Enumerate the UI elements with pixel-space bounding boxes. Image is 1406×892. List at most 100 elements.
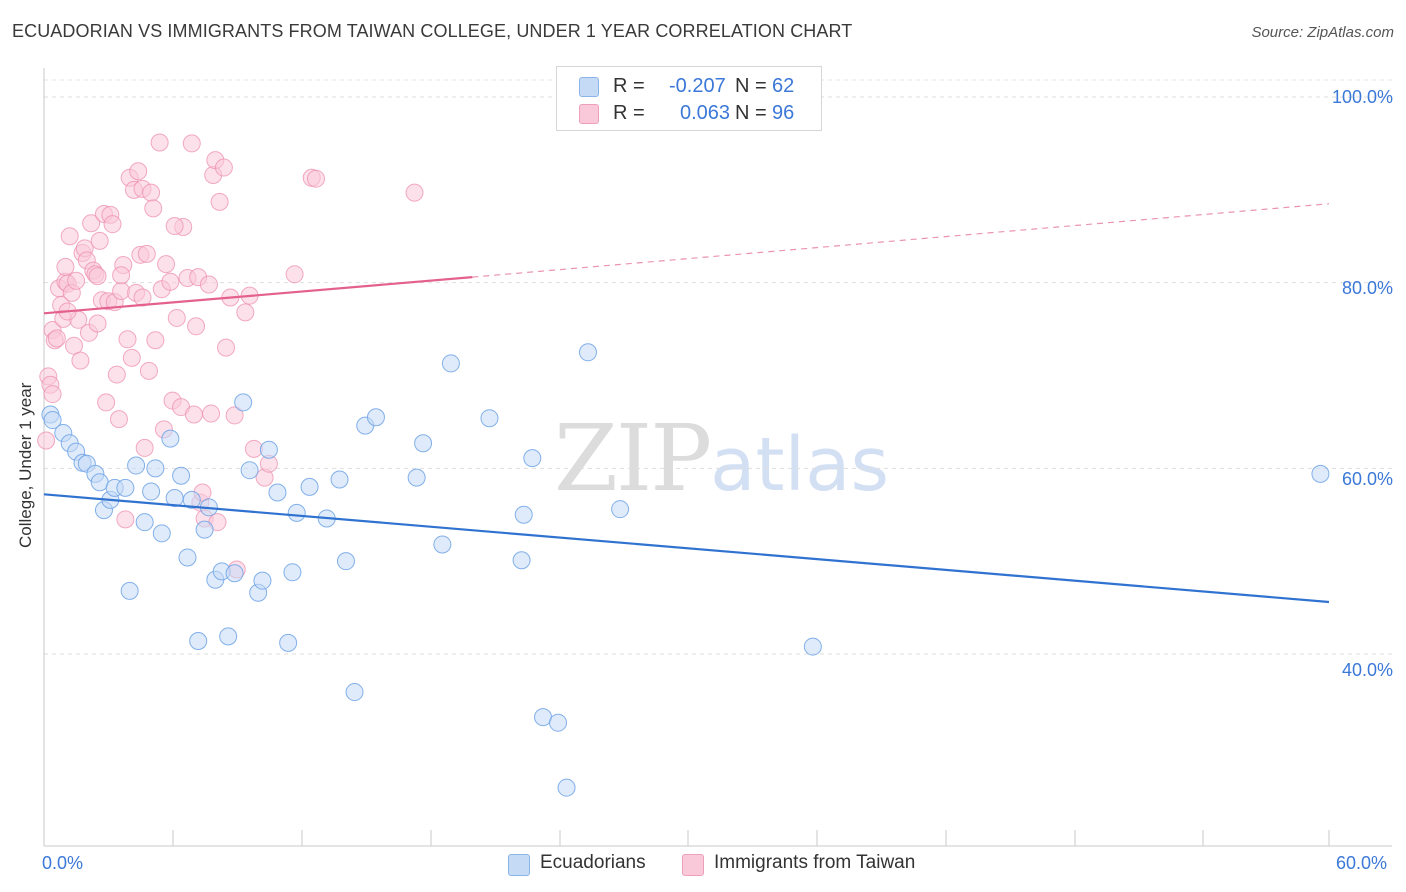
ecuadorian-point	[178, 548, 197, 567]
ecuadorian-point	[287, 503, 306, 522]
taiwan-point	[103, 215, 122, 234]
taiwan-point	[184, 405, 203, 424]
ecuadorian-point	[534, 708, 553, 727]
ecuadorian-point	[240, 461, 259, 480]
taiwan-point	[107, 365, 126, 384]
y-tick-label: 100.0%	[1331, 87, 1393, 107]
legend-n-value: 96	[772, 102, 795, 124]
legend-r-label: R =	[613, 102, 645, 124]
taiwan-point	[157, 255, 176, 274]
ecuadorian-point	[127, 456, 146, 475]
taiwan-point	[67, 271, 86, 290]
ecuadorian-point	[441, 354, 460, 373]
taiwan-point	[139, 361, 158, 380]
taiwan-point	[199, 275, 218, 294]
taiwan-point	[202, 404, 221, 423]
taiwan-point	[142, 183, 161, 202]
ecuadorian-point	[366, 408, 385, 427]
ecuadorian-point	[1311, 464, 1330, 483]
taiwan-point	[90, 231, 109, 250]
ecuadorians-trend-line	[43, 493, 1330, 604]
legend-r-value: -0.207	[669, 75, 726, 97]
bottom-legend-label: Immigrants from Taiwan	[714, 852, 916, 873]
taiwan-point	[225, 406, 244, 425]
taiwan-point	[182, 134, 201, 153]
taiwan-point	[82, 214, 101, 233]
y-tick-label: 80.0%	[1341, 278, 1393, 298]
taiwan-point	[112, 282, 131, 301]
ecuadorian-point	[90, 473, 109, 492]
ecuadorian-point	[557, 778, 576, 797]
legend-swatch-blue	[579, 77, 599, 97]
ecuadorian-point	[259, 440, 278, 459]
taiwan-point	[64, 336, 83, 355]
taiwan-point	[88, 314, 107, 333]
ecuadorian-point	[300, 477, 319, 496]
taiwan-point	[71, 351, 90, 370]
legend-n-value: 62	[772, 75, 795, 97]
ecuadorian-point	[135, 513, 154, 532]
watermark-atlas: atlas	[710, 422, 889, 508]
legend-r-label: R =	[613, 75, 645, 97]
ecuadorian-point	[279, 633, 298, 652]
ecuadorian-point	[611, 500, 630, 519]
taiwan-point	[37, 431, 56, 450]
series-taiwan-points	[37, 133, 424, 579]
legend-n-label: N =	[735, 102, 767, 124]
y-tick-label: 40.0%	[1341, 660, 1393, 680]
y-tick-label: 60.0%	[1341, 469, 1393, 489]
ecuadorian-point	[480, 409, 499, 428]
taiwan-point	[187, 317, 206, 336]
bottom-legend-label: Ecuadorians	[540, 852, 646, 873]
taiwan-point	[405, 183, 424, 202]
taiwan-point	[217, 338, 236, 357]
taiwan-point	[97, 393, 116, 412]
ecuadorian-point	[172, 466, 191, 485]
ecuadorian-point	[803, 637, 822, 656]
axes	[43, 68, 1392, 847]
watermark-zip: ZIP	[554, 405, 712, 512]
taiwan-point	[88, 267, 107, 286]
correlation-legend: R = -0.207 N = 62 R = 0.063 N = 96	[556, 66, 822, 131]
ecuadorian-point	[407, 468, 426, 487]
legend-r-value: 0.063	[680, 102, 731, 124]
ecuadorian-point	[116, 478, 135, 497]
taiwan-point	[118, 330, 137, 349]
ecuadorian-point	[219, 627, 238, 646]
ecuadorian-point	[225, 564, 244, 583]
watermark: ZIPatlas	[554, 405, 889, 512]
ecuadorian-point	[253, 571, 272, 590]
ecuadorian-point	[146, 459, 165, 478]
ecuadorian-point	[152, 524, 171, 543]
taiwan-point	[285, 265, 304, 284]
taiwan-point	[165, 217, 184, 236]
x-min-label: 0.0%	[42, 853, 84, 873]
taiwan-point	[56, 257, 75, 276]
series-ecuadorians-points	[41, 343, 1330, 797]
taiwan-point	[122, 348, 141, 367]
ecuadorian-point	[283, 563, 302, 582]
legend-swatch-pink	[579, 104, 599, 124]
ecuadorian-point	[414, 434, 433, 453]
taiwan-point	[306, 169, 325, 188]
taiwan-point	[150, 133, 169, 152]
taiwan-point	[60, 227, 79, 246]
taiwan-point	[167, 308, 186, 327]
grid-lines	[44, 79, 1392, 655]
ecuadorian-point	[195, 520, 214, 539]
ecuadorian-point	[182, 490, 201, 509]
taiwan-point	[210, 192, 229, 211]
taiwan-point	[244, 439, 263, 458]
bottom-legend-swatch-pink	[682, 854, 704, 876]
taiwan-point	[137, 244, 156, 263]
ecuadorian-point	[514, 505, 533, 524]
legend-n-label: N =	[735, 75, 767, 97]
ecuadorian-point	[433, 535, 452, 554]
taiwan-point	[146, 331, 165, 350]
taiwan-point	[144, 199, 163, 218]
ecuadorian-point	[268, 483, 287, 502]
taiwan-point	[135, 438, 154, 457]
taiwan-point	[161, 272, 180, 291]
taiwan-point	[112, 266, 131, 285]
